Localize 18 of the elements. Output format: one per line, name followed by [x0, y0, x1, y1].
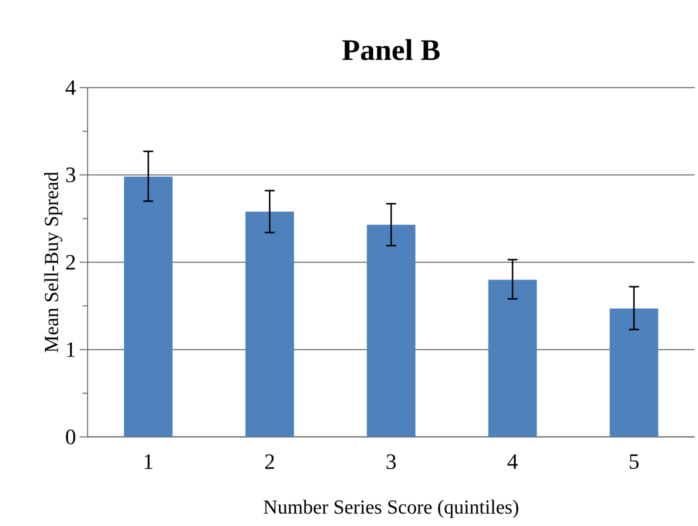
x-tick-label: 2	[265, 454, 274, 469]
x-tick-label: 4	[508, 454, 518, 469]
bar	[124, 176, 173, 437]
bar	[245, 211, 294, 437]
bar	[366, 224, 416, 437]
x-tick-label: 5	[630, 454, 639, 469]
y-tick-label: 3	[66, 167, 76, 182]
x-tick-label: 3	[386, 454, 396, 469]
x-tick-label: 1	[144, 454, 152, 469]
bar	[610, 308, 658, 437]
y-tick-label: 0	[66, 429, 76, 444]
y-tick-label: 4	[66, 80, 76, 95]
bar	[488, 279, 537, 437]
chart-title: Panel B	[342, 38, 440, 60]
y-tick-label: 1	[67, 342, 75, 357]
y-axis-title: Mean Sell-Buy Spread	[44, 172, 62, 352]
y-tick-label: 2	[66, 254, 75, 270]
x-axis-title: Number Series Score (quintiles)	[264, 500, 518, 518]
